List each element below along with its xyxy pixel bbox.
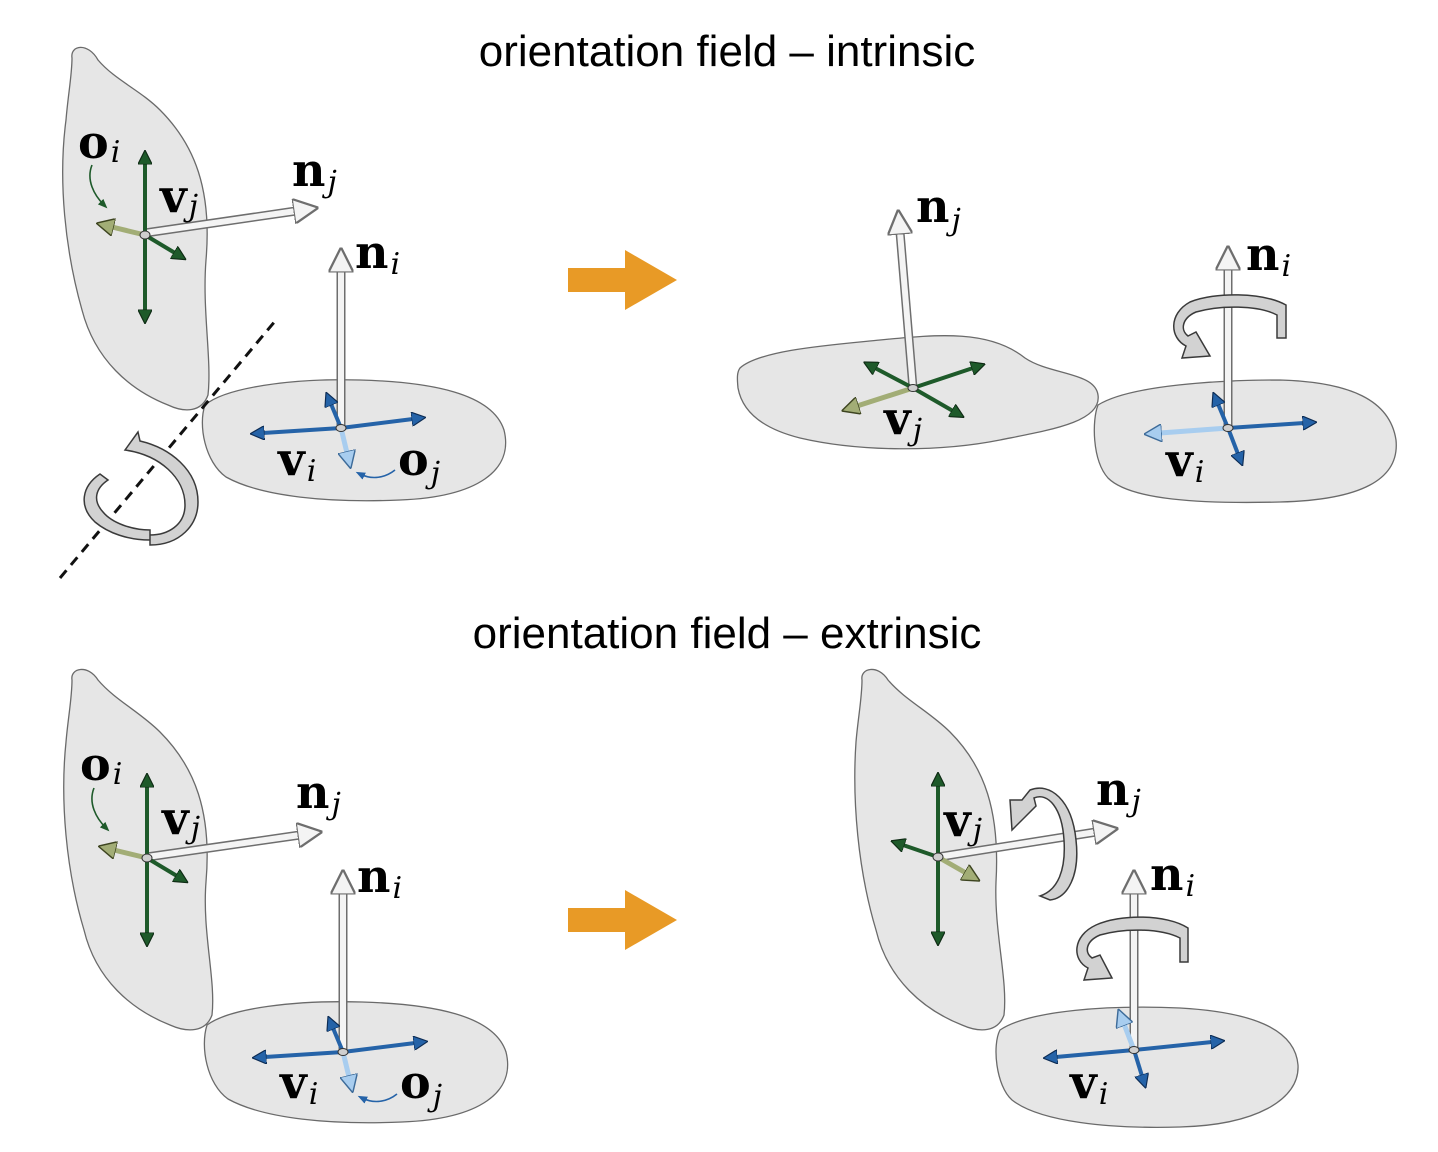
surface-j bbox=[63, 668, 214, 1031]
label-n-i: ni bbox=[357, 849, 402, 906]
rotation-axis-icon bbox=[58, 319, 278, 579]
surface-i bbox=[203, 1001, 509, 1124]
normal-vector-icon bbox=[900, 232, 916, 389]
label-n-i-after: ni bbox=[1246, 227, 1291, 284]
cross-field-icon bbox=[1160, 404, 1304, 454]
intrinsic-before: oi vj nj ni vi oj bbox=[58, 46, 507, 579]
surface-j-after bbox=[854, 668, 1006, 1031]
surface-i-after bbox=[1093, 379, 1397, 504]
cross-field-icon bbox=[1056, 1024, 1212, 1076]
rotation-arrow-icon bbox=[1009, 787, 1078, 901]
surface-i bbox=[201, 379, 507, 502]
label-n-j: nj bbox=[292, 143, 337, 200]
rotation-arrow-icon bbox=[1076, 916, 1189, 981]
label-v-i: vi bbox=[279, 1055, 318, 1112]
transition-arrow-icon bbox=[568, 890, 677, 950]
extrinsic-after: vj nj ni vi bbox=[854, 668, 1299, 1128]
label-v-j-after: vj bbox=[943, 793, 982, 848]
label-v-i-after: vi bbox=[1069, 1055, 1108, 1112]
label-o-j: oj bbox=[398, 432, 440, 491]
transition-arrow-icon bbox=[568, 250, 677, 310]
cross-field-icon bbox=[903, 785, 966, 933]
label-o-i: oi bbox=[80, 737, 122, 792]
panel-title-intrinsic: orientation field – intrinsic bbox=[479, 27, 975, 76]
panel-title-extrinsic: orientation field – extrinsic bbox=[473, 609, 982, 658]
normal-vector-icon bbox=[146, 835, 300, 860]
label-v-j: vj bbox=[159, 169, 198, 224]
cross-field-icon bbox=[857, 368, 973, 411]
label-n-i-after: ni bbox=[1150, 847, 1195, 904]
label-n-i: ni bbox=[355, 225, 400, 282]
label-v-i-after: vi bbox=[1165, 433, 1204, 490]
rotation-arrow-icon bbox=[83, 430, 199, 546]
label-v-i: vi bbox=[277, 432, 316, 489]
label-v-j: vj bbox=[161, 791, 200, 846]
label-n-j: nj bbox=[296, 765, 341, 822]
rotation-arrow-icon bbox=[1173, 294, 1287, 359]
intrinsic-after: nj ni vj vi bbox=[736, 179, 1397, 504]
extrinsic-before: oi vj nj ni vi oj bbox=[63, 668, 509, 1124]
label-n-j-after: nj bbox=[916, 179, 961, 238]
surface-i-after bbox=[995, 1006, 1299, 1128]
label-v-j-after: vj bbox=[883, 391, 922, 448]
surface-j bbox=[62, 46, 210, 411]
label-o-j: oj bbox=[400, 1055, 442, 1114]
label-o-i: oi bbox=[78, 115, 120, 170]
normal-vector-icon bbox=[144, 211, 296, 236]
label-n-j-after: nj bbox=[1096, 762, 1141, 819]
